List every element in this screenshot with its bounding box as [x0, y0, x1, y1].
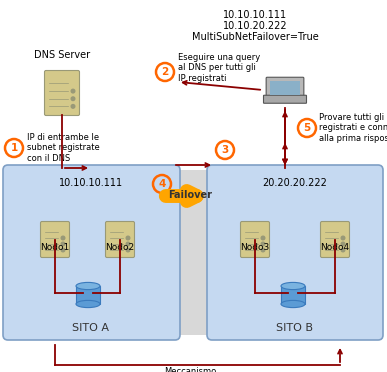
Circle shape	[261, 242, 265, 246]
Circle shape	[126, 236, 130, 240]
Text: SITO A: SITO A	[72, 323, 110, 333]
Bar	[162, 170, 218, 335]
Ellipse shape	[76, 282, 100, 289]
Ellipse shape	[76, 301, 100, 308]
Text: Eseguire una query
al DNS per tutti gli
IP registrati: Eseguire una query al DNS per tutti gli …	[178, 53, 260, 83]
Circle shape	[341, 248, 345, 252]
Ellipse shape	[281, 282, 305, 289]
FancyBboxPatch shape	[3, 165, 180, 340]
Bar	[270, 81, 300, 95]
FancyBboxPatch shape	[106, 221, 135, 257]
Text: 3: 3	[221, 145, 229, 155]
Circle shape	[341, 242, 345, 246]
Bar	[281, 286, 305, 304]
Circle shape	[71, 89, 75, 93]
Text: Nodo1: Nodo1	[40, 244, 70, 253]
Text: DNS Server: DNS Server	[34, 50, 90, 60]
FancyBboxPatch shape	[320, 221, 349, 257]
FancyBboxPatch shape	[207, 165, 383, 340]
Text: Meccanismo
di replica dei
dati tra i siti: Meccanismo di replica dei dati tra i sit…	[163, 367, 217, 372]
Text: 4: 4	[158, 179, 166, 189]
Text: 10.10.10.111: 10.10.10.111	[59, 178, 123, 188]
Text: 2: 2	[161, 67, 169, 77]
Text: Provare tutti gli IP
registrati e connettersi
alla prima risposta: Provare tutti gli IP registrati e connet…	[319, 113, 387, 143]
Text: Nodo2: Nodo2	[105, 244, 135, 253]
Text: Nodo3: Nodo3	[240, 244, 270, 253]
FancyBboxPatch shape	[45, 71, 79, 115]
Circle shape	[126, 248, 130, 252]
Text: Nodo4: Nodo4	[320, 244, 349, 253]
Circle shape	[261, 236, 265, 240]
Circle shape	[71, 105, 75, 108]
Circle shape	[126, 242, 130, 246]
Text: 1: 1	[10, 143, 18, 153]
Text: 10.10.20.222: 10.10.20.222	[223, 21, 287, 31]
Circle shape	[61, 236, 65, 240]
FancyBboxPatch shape	[264, 95, 307, 103]
Text: Failover: Failover	[168, 190, 212, 200]
Circle shape	[261, 248, 265, 252]
Bar	[76, 286, 100, 304]
Circle shape	[71, 97, 75, 100]
FancyBboxPatch shape	[240, 221, 269, 257]
FancyBboxPatch shape	[41, 221, 70, 257]
FancyBboxPatch shape	[266, 77, 304, 99]
Ellipse shape	[281, 301, 305, 308]
Text: 20.20.20.222: 20.20.20.222	[262, 178, 327, 188]
Circle shape	[61, 242, 65, 246]
Text: MultiSubNetFailover=True: MultiSubNetFailover=True	[192, 32, 319, 42]
Text: 10.10.10.111: 10.10.10.111	[223, 10, 287, 20]
Text: IP di entrambe le
subnet registrate
con il DNS: IP di entrambe le subnet registrate con …	[27, 133, 100, 163]
Circle shape	[341, 236, 345, 240]
Text: SITO B: SITO B	[276, 323, 313, 333]
Text: 5: 5	[303, 123, 311, 133]
Circle shape	[61, 248, 65, 252]
